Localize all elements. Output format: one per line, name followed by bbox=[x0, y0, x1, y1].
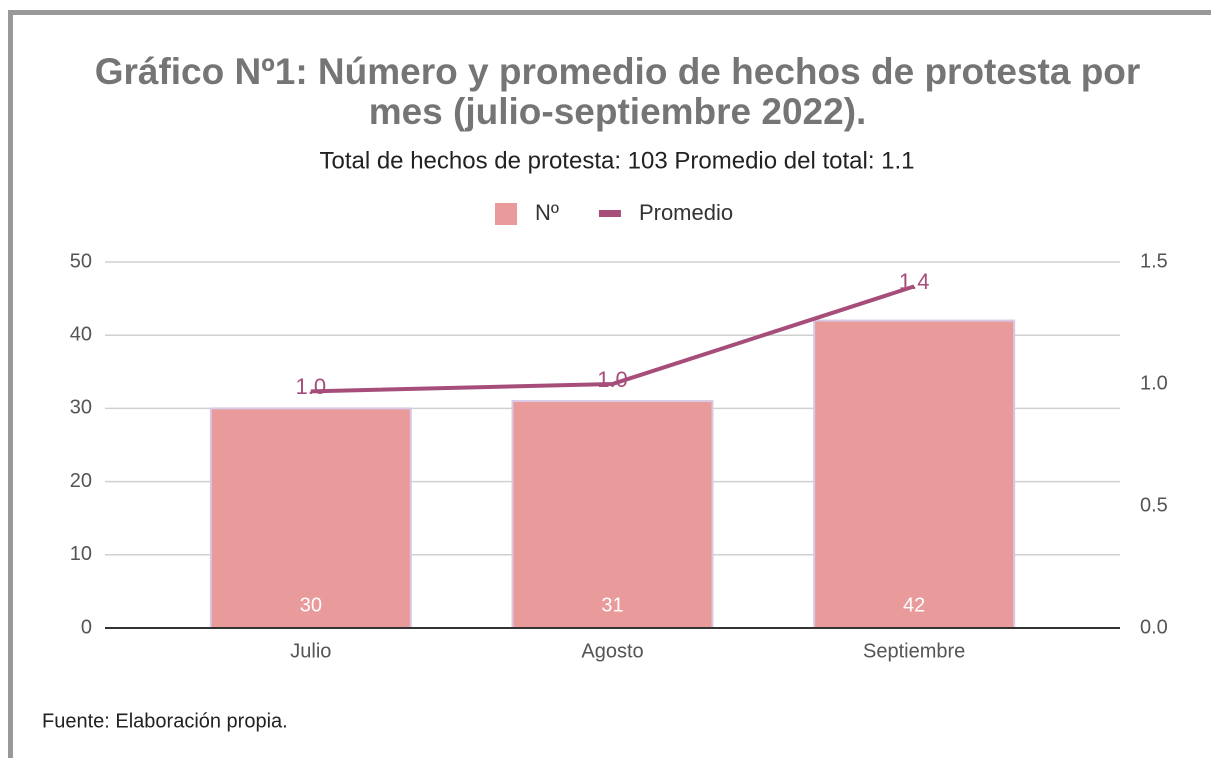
data-label: 30 bbox=[300, 594, 322, 616]
frame bbox=[8, 10, 1211, 758]
source: Fuente: Elaboración propia. bbox=[42, 710, 288, 732]
y2-tick-label: 0.5 bbox=[1140, 494, 1168, 516]
y-tick-label: 20 bbox=[70, 470, 92, 492]
chart-title: Gráfico Nº1: Número y promedio de hechos… bbox=[94, 51, 1141, 132]
data-label: 1.4 bbox=[899, 269, 930, 294]
x-tick-label: Agosto bbox=[581, 640, 643, 662]
y-tick-label: 30 bbox=[70, 397, 92, 419]
line bbox=[310, 284, 915, 394]
data-label: 1.0 bbox=[296, 374, 327, 399]
data-label: 42 bbox=[903, 594, 925, 616]
bar bbox=[813, 319, 1016, 629]
legend-label: Promedio bbox=[639, 200, 733, 225]
bar bbox=[209, 407, 412, 629]
y-tick-label: 40 bbox=[70, 323, 92, 345]
legend-swatch bbox=[598, 210, 621, 217]
y2-tick-label: 1.0 bbox=[1140, 372, 1168, 394]
y-tick-label: 0 bbox=[81, 616, 92, 638]
legend-label: Nº bbox=[535, 200, 559, 225]
y2-tick-label: 1.5 bbox=[1140, 250, 1168, 272]
y-tick-label: 50 bbox=[70, 250, 92, 272]
subtitle: Total de hechos de protesta: 103 Promedi… bbox=[319, 147, 914, 174]
data-label: 1.0 bbox=[597, 367, 628, 392]
y2-tick-label: 0.0 bbox=[1140, 616, 1168, 638]
y-tick-label: 10 bbox=[70, 543, 92, 565]
x-tick-label: Septiembre bbox=[863, 640, 965, 662]
bar bbox=[511, 400, 714, 629]
legend-swatch bbox=[495, 203, 517, 225]
x-tick-label: Julio bbox=[290, 640, 331, 662]
data-label: 31 bbox=[601, 594, 623, 616]
